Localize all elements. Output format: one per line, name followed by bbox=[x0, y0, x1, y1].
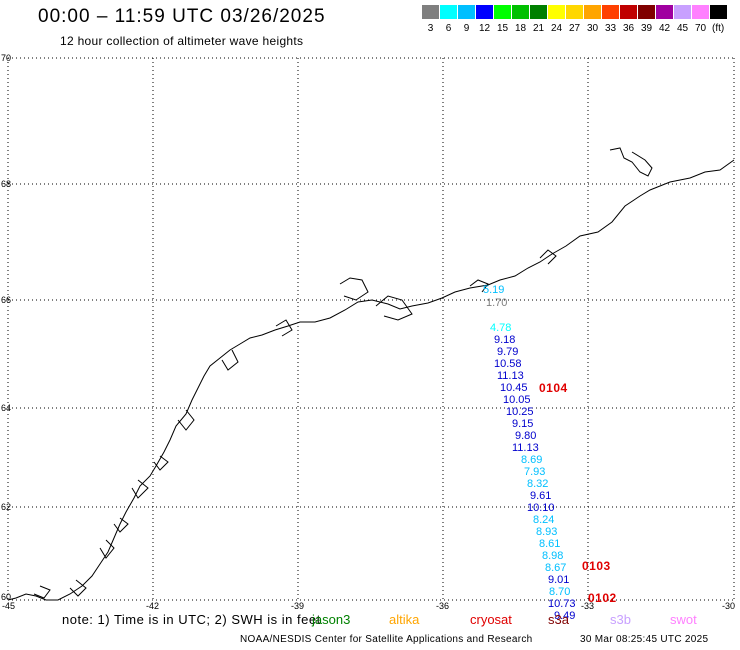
legend-swatch-11 bbox=[602, 5, 619, 19]
generated-timestamp: 30 Mar 08:25:45 UTC 2025 bbox=[580, 634, 709, 645]
color-legend: 3 6 9 12 15 18 21 24 27 30 33 36 39 42 4… bbox=[422, 5, 734, 39]
satellite-legend-s3b: s3b bbox=[610, 612, 631, 627]
legend-label-14: 42 bbox=[658, 23, 671, 34]
legend-swatch-17 bbox=[710, 5, 727, 19]
lat-label-66: 66 bbox=[1, 295, 12, 305]
wave-height-label: 8.32 bbox=[527, 478, 549, 490]
legend-label-11: 33 bbox=[604, 23, 617, 34]
legend-swatch-2 bbox=[440, 5, 457, 19]
map-title: 00:00 – 11:59 UTC 03/26/2025 bbox=[38, 6, 326, 27]
wave-height-label: 9.18 bbox=[494, 334, 516, 346]
satellite-legend-cryosat: cryosat bbox=[470, 612, 512, 627]
legend-label-15: 45 bbox=[676, 23, 689, 34]
lon-label-45: -45 bbox=[2, 601, 16, 611]
legend-swatch-5 bbox=[494, 5, 511, 19]
pass-label-0103: 0103 bbox=[582, 559, 611, 573]
lon-label-30: -30 bbox=[722, 601, 736, 611]
pass-label-0102: 0102 bbox=[588, 591, 617, 605]
lat-label-68: 68 bbox=[1, 179, 12, 189]
legend-swatch-15 bbox=[674, 5, 691, 19]
legend-swatch-6 bbox=[512, 5, 529, 19]
map-subtitle: 12 hour collection of altimeter wave hei… bbox=[60, 34, 304, 48]
lon-label-36: -36 bbox=[436, 601, 450, 611]
wave-height-label: 8.93 bbox=[536, 526, 558, 538]
wave-height-label: 9.80 bbox=[515, 430, 537, 442]
legend-label-8: 24 bbox=[550, 23, 563, 34]
satellite-legend-s3a: s3a bbox=[548, 612, 569, 627]
legend-label-16: 70 bbox=[694, 23, 707, 34]
legend-swatch-13 bbox=[638, 5, 655, 19]
legend-label-3: 9 bbox=[463, 23, 470, 34]
legend-label-9: 27 bbox=[568, 23, 581, 34]
lat-label-60: 60 bbox=[1, 592, 12, 602]
legend-swatch-3 bbox=[458, 5, 475, 19]
wave-height-label: 9.01 bbox=[548, 574, 570, 586]
satellite-legend-swot: swot bbox=[670, 612, 697, 627]
legend-swatch-1 bbox=[422, 5, 439, 19]
legend-swatch-4 bbox=[476, 5, 493, 19]
units-note: note: 1) Time is in UTC; 2) SWH is in fe… bbox=[62, 612, 321, 627]
wave-height-label: 11.13 bbox=[512, 442, 539, 454]
lat-label-70: 70 bbox=[1, 53, 12, 63]
wave-height-label: 8.24 bbox=[533, 514, 555, 526]
wave-height-label: 10.10 bbox=[527, 502, 555, 514]
legend-label-7: 21 bbox=[532, 23, 545, 34]
legend-label-13: 39 bbox=[640, 23, 653, 34]
legend-label-10: 30 bbox=[586, 23, 599, 34]
wave-height-label: 9.79 bbox=[497, 346, 519, 358]
wave-height-label: 8.67 bbox=[545, 562, 567, 574]
wave-height-label: 9.49 bbox=[554, 610, 576, 622]
satellite-legend-jason3: jason3 bbox=[312, 612, 351, 627]
wave-height-label: 9.61 bbox=[530, 490, 552, 502]
legend-label-1: 3 bbox=[427, 23, 434, 34]
legend-label-4: 12 bbox=[478, 23, 491, 34]
legend-swatch-7 bbox=[530, 5, 547, 19]
legend-label-5: 15 bbox=[496, 23, 509, 34]
lon-label-33: -33 bbox=[581, 601, 595, 611]
legend-swatch-12 bbox=[620, 5, 637, 19]
lat-label-62: 62 bbox=[1, 502, 12, 512]
wave-height-label: 4.78 bbox=[490, 322, 512, 334]
legend-swatch-8 bbox=[548, 5, 565, 19]
wave-height-label: 8.98 bbox=[542, 550, 564, 562]
legend-label-12: 36 bbox=[622, 23, 635, 34]
legend-label-2: 6 bbox=[445, 23, 452, 34]
graticule bbox=[7, 57, 735, 601]
credit-line: NOAA/NESDIS Center for Satellite Applica… bbox=[240, 634, 533, 645]
wave-height-label: 7.93 bbox=[524, 466, 546, 478]
wave-height-label: 10.73 bbox=[548, 598, 576, 610]
pass-label-0104: 0104 bbox=[539, 381, 568, 395]
lon-label-39: -39 bbox=[291, 601, 305, 611]
wave-height-label: 10.45 bbox=[500, 382, 528, 394]
greenland-coastline bbox=[7, 147, 735, 601]
legend-label-6: 18 bbox=[514, 23, 527, 34]
wave-height-label: 5.19 bbox=[483, 284, 505, 296]
legend-swatch-16 bbox=[692, 5, 709, 19]
legend-swatch-14 bbox=[656, 5, 673, 19]
wave-height-label: 1.70 bbox=[486, 297, 508, 309]
wave-height-label: 8.61 bbox=[539, 538, 561, 550]
legend-unit: (ft) bbox=[712, 23, 725, 34]
wave-height-label: 8.69 bbox=[521, 454, 543, 466]
wave-height-label: 8.70 bbox=[549, 586, 571, 598]
lat-label-64: 64 bbox=[1, 403, 12, 413]
wave-height-label: 10.25 bbox=[506, 406, 534, 418]
legend-swatch-10 bbox=[584, 5, 601, 19]
satellite-legend-altika: altika bbox=[389, 612, 420, 627]
wave-height-label: 10.58 bbox=[494, 358, 522, 370]
wave-height-label: 9.15 bbox=[512, 418, 534, 430]
wave-height-label: 11.13 bbox=[497, 370, 524, 382]
wave-height-label: 10.05 bbox=[503, 394, 531, 406]
legend-swatch-9 bbox=[566, 5, 583, 19]
lon-label-42: -42 bbox=[146, 601, 160, 611]
